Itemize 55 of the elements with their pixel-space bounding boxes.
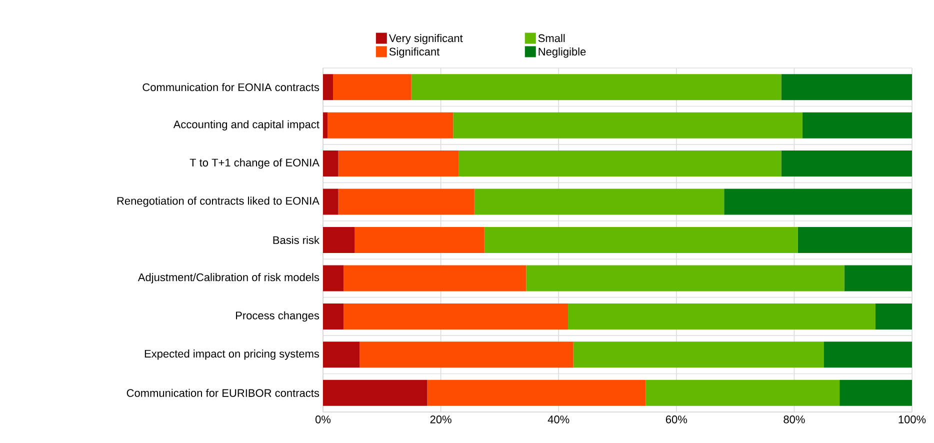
x-tick-label: 100% — [898, 416, 926, 424]
x-tick-label: 0% — [315, 416, 331, 424]
bar — [354, 227, 484, 254]
y-tick-label: Adjustment/Calibration of risk models — [138, 273, 320, 284]
bar — [344, 303, 568, 330]
bar — [573, 342, 824, 368]
bar — [781, 74, 912, 100]
legend-label: Small — [538, 34, 565, 42]
legend-label: Negligible — [538, 47, 586, 58]
x-tick-label: 80% — [784, 416, 805, 424]
bar — [646, 380, 840, 406]
bar — [323, 380, 428, 406]
bar — [338, 188, 474, 215]
bar — [802, 112, 912, 138]
bar — [411, 74, 782, 100]
bar — [328, 112, 454, 138]
y-tick-label: Basis risk — [273, 236, 320, 244]
x-tick-label: 20% — [430, 416, 452, 424]
bar — [427, 380, 646, 406]
bar — [323, 188, 338, 215]
y-tick-label: Communication for EURIBOR contracts — [126, 388, 320, 397]
bar — [724, 188, 912, 215]
y-tick-label: Communication for EONIA contracts — [142, 83, 320, 92]
bar — [526, 265, 844, 292]
bar — [323, 265, 344, 292]
legend-label: Significant — [389, 47, 440, 58]
bar — [484, 227, 798, 254]
bar — [844, 265, 912, 292]
bar — [798, 227, 912, 254]
bar — [568, 303, 876, 330]
y-tick-label: Accounting and capital impact — [173, 120, 320, 130]
y-tick-label: T to T+1 change of EONIA — [190, 158, 320, 169]
bar — [781, 150, 912, 177]
bar — [344, 265, 526, 292]
legend-label: Very significant — [388, 34, 463, 44]
bar — [323, 342, 360, 368]
y-tick-label: Renegotiation of contracts liked to EONIA — [117, 196, 320, 207]
bar — [453, 112, 802, 138]
x-tick-label: 60% — [666, 416, 688, 424]
bar — [840, 380, 912, 406]
y-tick-label: Process changes — [236, 311, 320, 322]
bar — [338, 150, 458, 177]
x-tick-label: 40% — [548, 416, 570, 424]
bar — [333, 74, 412, 100]
bar — [474, 188, 724, 215]
bar — [323, 303, 344, 330]
bar — [875, 303, 912, 330]
bar — [323, 150, 338, 177]
bar — [824, 342, 912, 368]
y-tick-label: Expected impact on pricing systems — [144, 350, 320, 360]
bar — [360, 342, 574, 368]
bar — [323, 112, 328, 138]
bar — [323, 74, 334, 100]
bar — [323, 227, 355, 254]
bar — [458, 150, 782, 177]
